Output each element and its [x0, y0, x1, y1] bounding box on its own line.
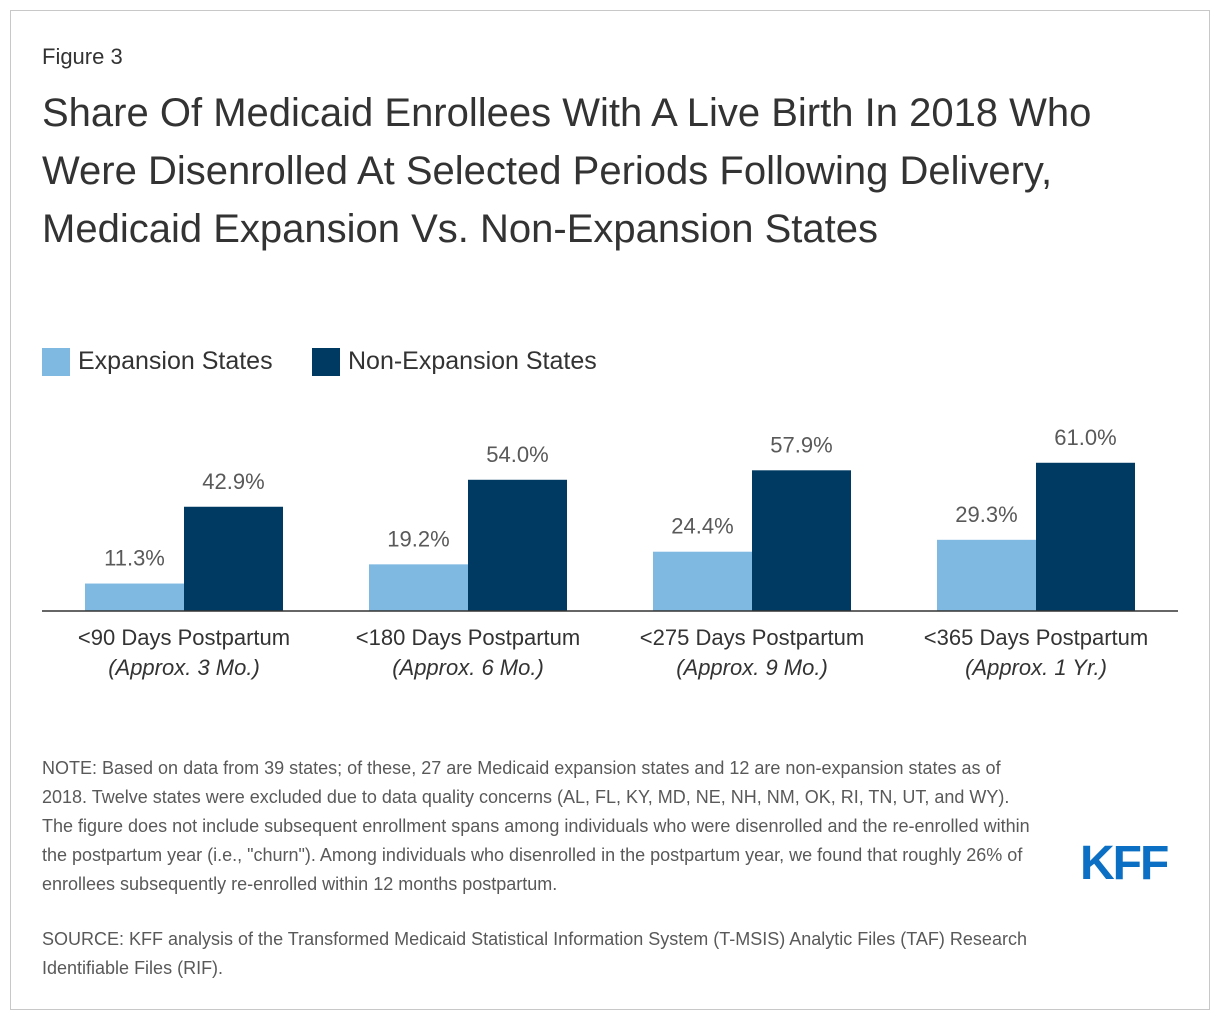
value-label: 29.3%: [955, 502, 1017, 527]
bar: [184, 506, 283, 611]
category-note: (Approx. 3 Mo.): [108, 655, 260, 680]
logo: KFF: [1080, 837, 1169, 890]
bar: [85, 583, 184, 611]
category-name: <180 Days Postpartum: [355, 625, 581, 650]
source: SOURCE: KFF analysis of the Transformed …: [42, 929, 1027, 978]
legend-swatch: [312, 347, 340, 376]
category-note: (Approx. 9 Mo.): [676, 655, 828, 680]
bar: [653, 551, 752, 611]
bar: [369, 564, 468, 611]
value-label: 42.9%: [202, 469, 264, 494]
legend-item: Non-Expansion States: [312, 347, 597, 376]
bar: [1036, 462, 1135, 611]
category-note: (Approx. 1 Yr.): [965, 655, 1107, 680]
value-label: 54.0%: [486, 442, 548, 467]
x-tick-label: <365 Days Postpartum (Approx. 1 Yr.): [905, 623, 1167, 683]
value-label: 19.2%: [387, 526, 449, 551]
frame: [10, 10, 1210, 1010]
value-label: 24.4%: [671, 514, 733, 539]
chart-title: Share Of Medicaid Enrollees With A Live …: [42, 91, 1092, 251]
legend-label: Non-Expansion States: [348, 347, 597, 375]
legend-label: Expansion States: [78, 347, 273, 375]
value-label: 11.3%: [104, 546, 165, 571]
value-label: 61.0%: [1054, 425, 1116, 450]
category-name: <90 Days Postpartum: [77, 625, 291, 650]
legend-item: Expansion States: [42, 347, 273, 376]
bar: [752, 470, 851, 611]
bar: [468, 479, 567, 611]
category-note: (Approx. 6 Mo.): [392, 655, 544, 680]
x-tick-label: <90 Days Postpartum (Approx. 3 Mo.): [53, 623, 315, 683]
bar: [937, 539, 1036, 611]
x-tick-label: <275 Days Postpartum (Approx. 9 Mo.): [621, 623, 883, 683]
figure-label: Figure 3: [42, 44, 123, 69]
x-tick-label: <180 Days Postpartum (Approx. 6 Mo.): [337, 623, 599, 683]
value-label: 57.9%: [770, 432, 832, 457]
category-name: <365 Days Postpartum: [923, 625, 1149, 650]
note: NOTE: Based on data from 39 states; of t…: [42, 758, 1030, 894]
legend-swatch: [42, 347, 70, 376]
category-name: <275 Days Postpartum: [639, 625, 865, 650]
